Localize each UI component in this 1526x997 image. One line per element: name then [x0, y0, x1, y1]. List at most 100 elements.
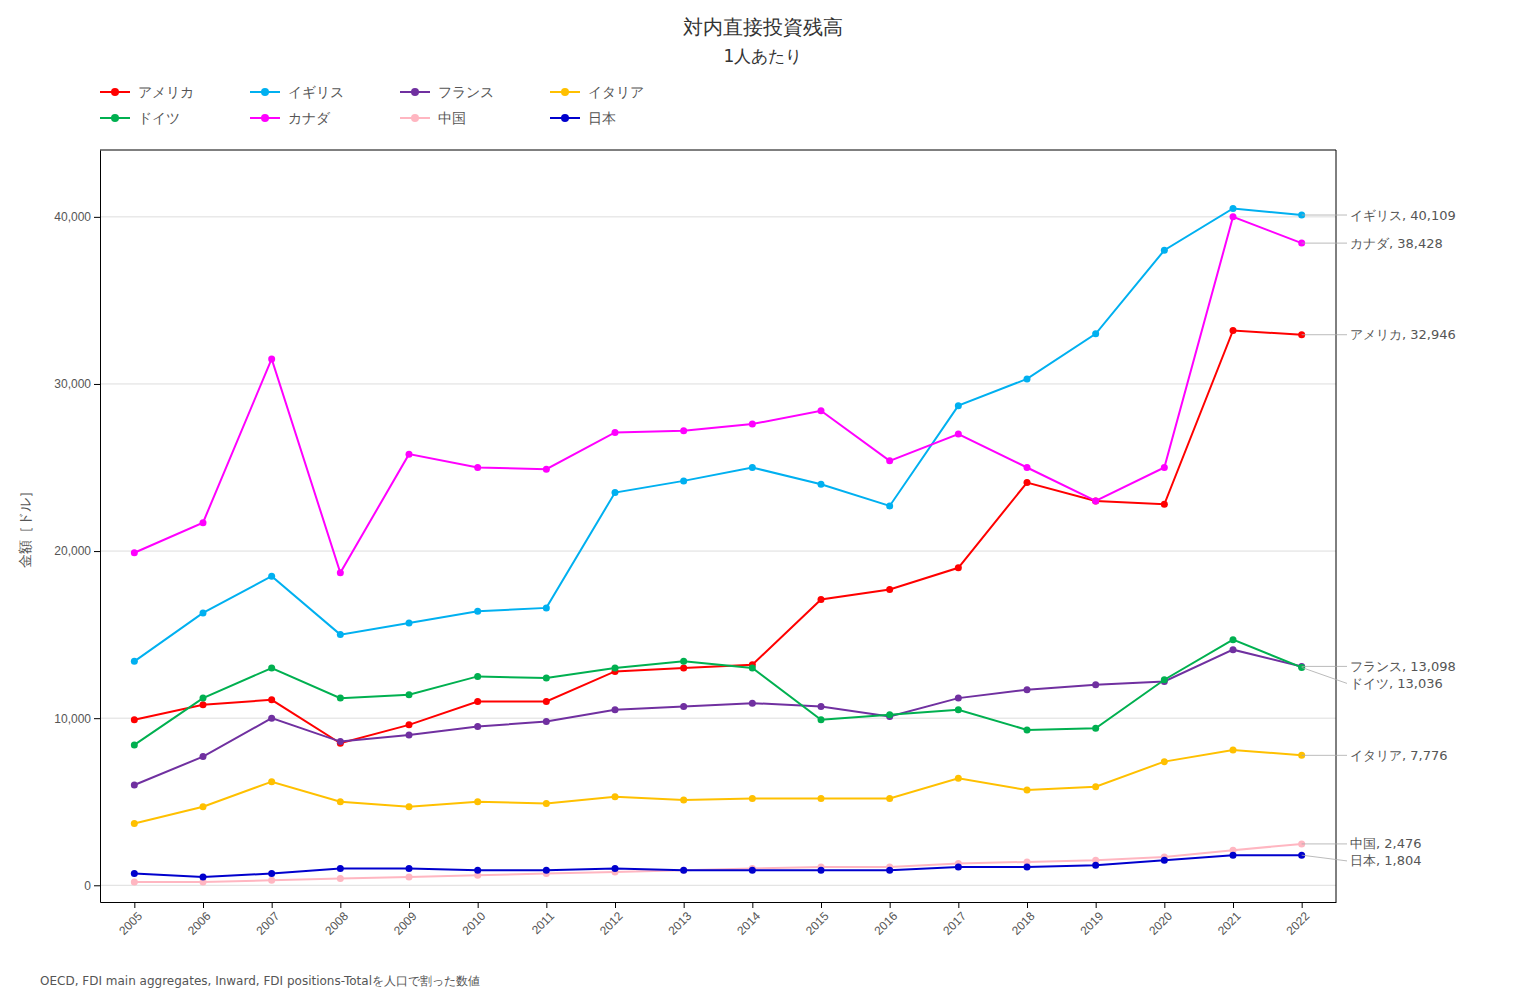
- series-point: [1024, 686, 1031, 693]
- series-point: [200, 609, 207, 616]
- x-tick: 2007: [254, 902, 283, 938]
- x-tick-mark: [958, 902, 959, 908]
- series-point: [955, 695, 962, 702]
- series-point: [749, 421, 756, 428]
- series-point: [1024, 479, 1031, 486]
- x-tick: 2006: [185, 902, 214, 938]
- x-tick-label: 2021: [1215, 909, 1244, 938]
- y-axis: 010,00020,00030,00040,000: [54, 151, 100, 903]
- x-tick-label: 2022: [1284, 909, 1313, 938]
- legend-swatch-marker: [561, 88, 569, 96]
- series-point: [268, 870, 275, 877]
- x-axis: 2005200620072008200920102011201220132014…: [101, 902, 1337, 938]
- series-point: [406, 873, 413, 880]
- legend-swatch-marker: [411, 114, 419, 122]
- x-tick-label: 2009: [391, 909, 420, 938]
- legend-item: 日本: [550, 110, 616, 126]
- x-tick: 2012: [597, 902, 626, 938]
- legend-label: ドイツ: [138, 110, 180, 126]
- series-point: [268, 877, 275, 884]
- series-point: [543, 800, 550, 807]
- legend-swatch-marker: [111, 114, 119, 122]
- series-point: [200, 519, 207, 526]
- series-point: [612, 665, 619, 672]
- y-tick-label: 20,000: [54, 544, 91, 558]
- legend: アメリカイギリスフランスイタリアドイツカナダ中国日本: [100, 84, 644, 126]
- series-point: [131, 549, 138, 556]
- legend-label: アメリカ: [138, 84, 194, 100]
- series-point: [131, 870, 138, 877]
- x-tick: 2008: [322, 902, 351, 938]
- grid-line: [100, 216, 1336, 217]
- x-tick-mark: [478, 902, 479, 908]
- grid: [100, 217, 1336, 885]
- x-tick-label: 2011: [529, 909, 557, 937]
- x-tick-label: 2020: [1146, 909, 1175, 938]
- x-tick-mark: [546, 902, 547, 908]
- series-point: [543, 675, 550, 682]
- y-tick-mark: [94, 551, 100, 552]
- subtitle: 1人あたり: [724, 46, 803, 66]
- series-point: [680, 658, 687, 665]
- chart: 対内直接投資残高1人あたり010,00020,00030,00040,00020…: [0, 0, 1526, 997]
- legend-label: カナダ: [288, 110, 331, 126]
- series-line: [134, 640, 1301, 745]
- series-point: [543, 867, 550, 874]
- series-point: [955, 863, 962, 870]
- series-point: [1230, 852, 1237, 859]
- series-point: [543, 604, 550, 611]
- series-point: [406, 865, 413, 872]
- series-point: [612, 865, 619, 872]
- series-point: [1161, 857, 1168, 864]
- x-tick-mark: [821, 902, 822, 908]
- series-point: [131, 878, 138, 885]
- series-point: [680, 427, 687, 434]
- series-point: [955, 775, 962, 782]
- legend-swatch-marker: [411, 88, 419, 96]
- series-point: [749, 867, 756, 874]
- series-point: [1161, 676, 1168, 683]
- x-tick: 2013: [666, 902, 695, 938]
- marks: [131, 205, 1305, 885]
- series-line: [134, 208, 1301, 661]
- annotation-leader: [1302, 666, 1347, 667]
- x-tick: 2015: [803, 902, 832, 938]
- footnote: OECD, FDI main aggregates, Inward, FDI p…: [40, 974, 480, 988]
- series-point: [680, 867, 687, 874]
- annotations: イギリス, 40,109カナダ, 38,428アメリカ, 32,946ドイツ, …: [1302, 208, 1456, 869]
- legend-item: フランス: [400, 84, 494, 100]
- series-point: [268, 715, 275, 722]
- plot-frame-top: [100, 150, 1336, 151]
- series-point: [268, 355, 275, 362]
- series-point: [1092, 681, 1099, 688]
- x-tick-label: 2008: [322, 909, 351, 938]
- y-axis-title: 金額［ドル］: [17, 484, 33, 568]
- annotation-leader: [1302, 215, 1347, 216]
- series-point: [1161, 464, 1168, 471]
- series-point: [1230, 746, 1237, 753]
- y-tick: 0: [84, 879, 100, 893]
- legend-label: フランス: [438, 84, 494, 100]
- series-point: [1161, 247, 1168, 254]
- annotation-label: アメリカ, 32,946: [1350, 327, 1456, 342]
- series-point: [818, 596, 825, 603]
- x-tick-label: 2018: [1009, 909, 1038, 938]
- x-tick: 2005: [116, 902, 145, 938]
- series-point: [612, 793, 619, 800]
- x-tick-label: 2014: [734, 909, 763, 938]
- legend-item: イタリア: [550, 84, 644, 100]
- series-point: [406, 691, 413, 698]
- x-tick-mark: [409, 902, 410, 908]
- series-point: [200, 873, 207, 880]
- legend-item: カナダ: [250, 110, 331, 126]
- legend-item: ドイツ: [100, 110, 180, 126]
- series-point: [474, 673, 481, 680]
- series-line: [134, 217, 1301, 573]
- series-point: [818, 716, 825, 723]
- series-point: [886, 711, 893, 718]
- series-point: [200, 695, 207, 702]
- series-point: [1024, 375, 1031, 382]
- series-point: [955, 431, 962, 438]
- grid-line: [100, 551, 1336, 552]
- series-line: [134, 650, 1301, 785]
